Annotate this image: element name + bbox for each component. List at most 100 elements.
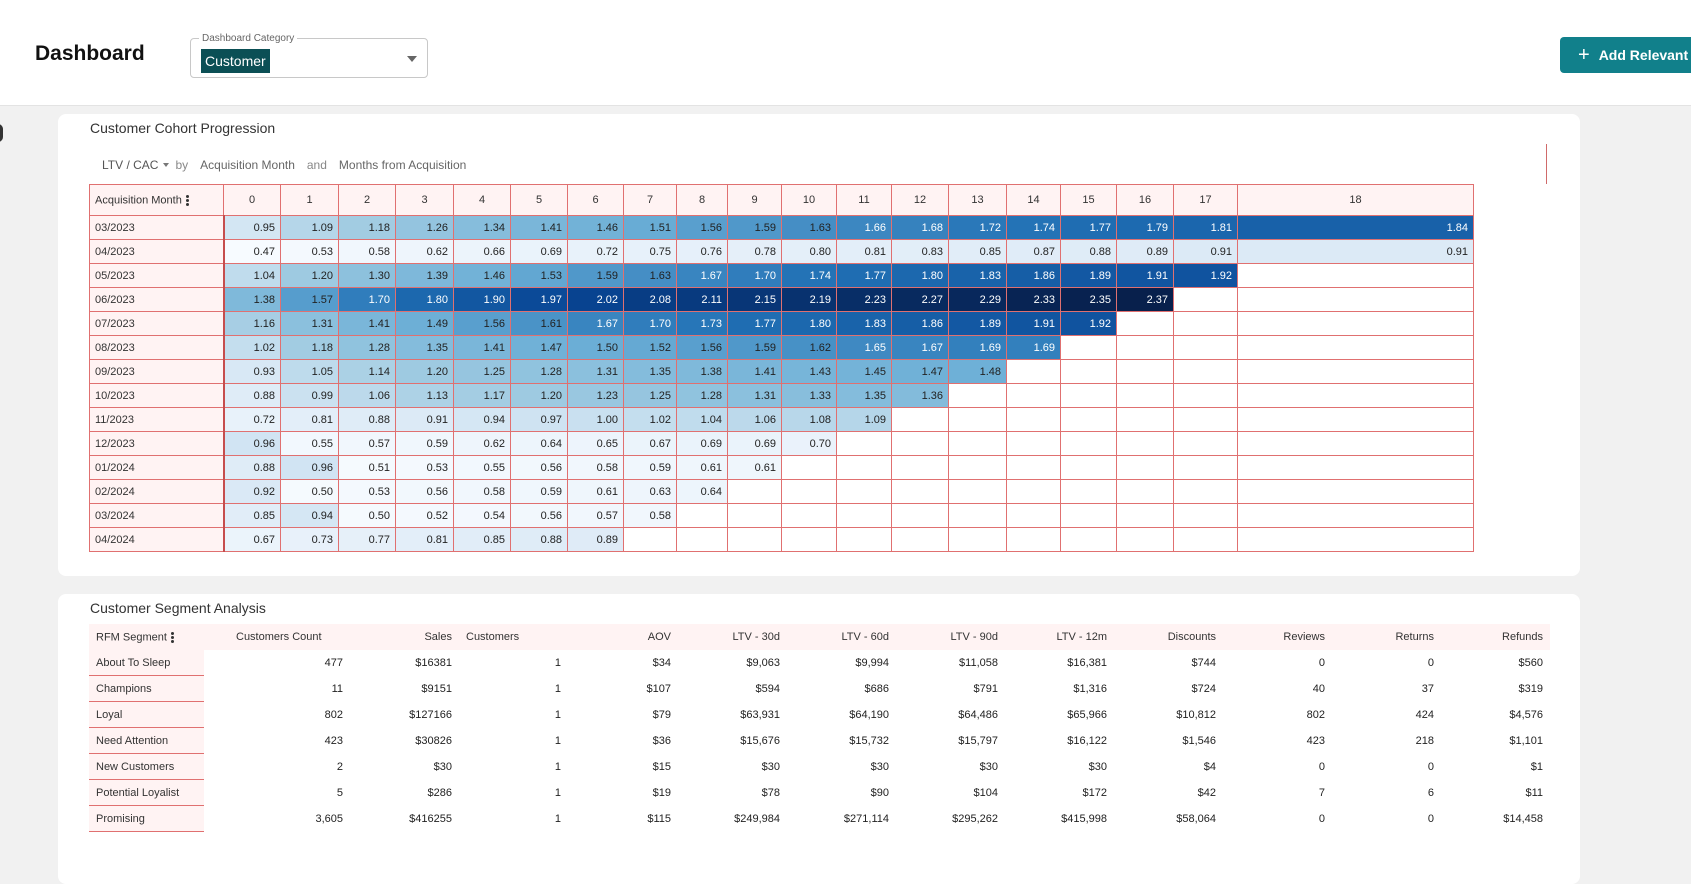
cohort-cell	[676, 503, 728, 528]
segment-table: RFM Segment Customers Count Sales Customers…	[89, 624, 1550, 832]
cohort-cell: 0.67	[623, 431, 677, 456]
cohort-table-viewport[interactable]: Acquisition Month 0 1 2 3 4 5 6 7 8 9 10 11 12 13 14 15 1…	[89, 184, 1548, 562]
segment-cell: $65,966	[1067, 708, 1107, 721]
dimension-acquisition-month[interactable]: Acquisition Month	[200, 158, 295, 172]
column-header-month-3: 3	[395, 184, 454, 216]
segment-cell: $104	[973, 786, 998, 799]
table-row: 03/2024 0.85 0.94 0.50 0.52 0.54 0.56 0.57 0.58	[89, 503, 1474, 528]
cohort-cell: 1.67	[676, 263, 728, 288]
drag-handle-icon[interactable]	[0, 124, 3, 142]
cohort-cell: 0.96	[223, 431, 281, 456]
cohort-cell: 0.73	[280, 527, 339, 552]
cohort-cell: 1.50	[567, 335, 624, 360]
cohort-cell: 0.81	[836, 239, 892, 264]
cohort-cell: 0.56	[510, 503, 568, 528]
cohort-cell: 0.88	[510, 527, 568, 552]
segment-cell: $14,458	[1503, 812, 1543, 825]
cohort-cell: 2.08	[623, 287, 677, 312]
add-relevant-button[interactable]: + Add Relevant	[1560, 37, 1691, 73]
table-row: 04/2024 0.67 0.73 0.77 0.81 0.85 0.88 0.89	[89, 527, 1474, 552]
cohort-cell: 1.77	[727, 311, 782, 336]
segment-cell: $36	[652, 734, 671, 747]
segment-cell: 1	[554, 734, 561, 747]
column-header-month-11: 11	[836, 184, 892, 216]
segment-cell: $16,122	[1067, 734, 1107, 747]
cohort-cell: 0.94	[453, 407, 511, 432]
cohort-cell: 1.35	[836, 383, 892, 408]
table-row: 03/2023 0.95 1.09 1.18 1.26 1.34 1.41 1.46 1.51 1…	[89, 215, 1474, 240]
cohort-cell: 1.83	[836, 311, 892, 336]
cohort-cell: 1.72	[948, 215, 1007, 240]
cohort-cell	[781, 527, 837, 552]
segment-cell: $30826	[415, 734, 452, 747]
segment-cell: 5	[336, 786, 343, 799]
row-header: 10/2023	[89, 383, 225, 408]
cohort-cell	[1060, 503, 1117, 528]
segment-cell: $115	[647, 812, 671, 825]
cohort-cell: 0.97	[510, 407, 568, 432]
cohort-cell: 1.52	[623, 335, 677, 360]
column-header-acquisition-month[interactable]: Acquisition Month	[89, 184, 224, 216]
cohort-cell: 0.61	[567, 479, 624, 504]
chevron-down-icon[interactable]	[407, 56, 417, 62]
cohort-cell	[891, 407, 949, 432]
segment-cell: 1	[554, 812, 561, 825]
row-header: 03/2023	[89, 215, 225, 240]
cohort-cell	[781, 455, 837, 480]
segment-cell: 1	[554, 708, 561, 721]
cohort-cell: 1.23	[567, 383, 624, 408]
cohort-cell: 1.74	[1006, 215, 1061, 240]
cohort-cell: 0.67	[223, 527, 281, 552]
cohort-cell	[1237, 407, 1474, 432]
cohort-cell	[948, 479, 1007, 504]
cohort-cell: 1.33	[781, 383, 837, 408]
cohort-cell	[1173, 335, 1238, 360]
segment-cell: $295,262	[952, 812, 998, 825]
cohort-cell: 1.20	[280, 263, 339, 288]
column-header-rfm-segment[interactable]: RFM Segment	[89, 624, 204, 650]
column-header-ltv-90d: LTV - 90d	[896, 624, 1005, 650]
segment-cell: $34	[652, 656, 671, 669]
column-header-month-4: 4	[453, 184, 511, 216]
cohort-cell: 1.90	[453, 287, 511, 312]
cohort-cell: 2.19	[781, 287, 837, 312]
cohort-cell: 1.02	[623, 407, 677, 432]
column-header-ltv-60d: LTV - 60d	[787, 624, 896, 650]
row-header: 11/2023	[89, 407, 225, 432]
cohort-cell: 1.31	[280, 311, 339, 336]
cohort-cell	[1237, 503, 1474, 528]
cohort-cell: 0.62	[453, 431, 511, 456]
cohort-toolbar: LTV / CAC by Acquisition Month and Months fr…	[102, 158, 466, 172]
cohort-cell: 1.97	[510, 287, 568, 312]
cohort-cell: 0.47	[223, 239, 281, 264]
segment-cell: $416255	[409, 812, 452, 825]
cohort-cell	[1173, 455, 1238, 480]
cohort-cell	[676, 527, 728, 552]
cohort-cell	[1006, 527, 1061, 552]
dashboard-category-select[interactable]: Dashboard Category Customer	[190, 33, 428, 78]
cohort-cell: 1.28	[510, 359, 568, 384]
cohort-cell: 1.31	[727, 383, 782, 408]
table-row: 01/2024 0.88 0.96 0.51 0.53 0.55 0.56 0.58 0.59 0…	[89, 455, 1474, 480]
column-menu-icon[interactable]	[170, 631, 174, 644]
cohort-cell	[1116, 503, 1174, 528]
cohort-cell	[1006, 383, 1061, 408]
segment-cell: $594	[755, 682, 780, 695]
cohort-cell: 2.27	[891, 287, 949, 312]
segment-cell: $107	[646, 682, 671, 695]
metric-label: LTV / CAC	[102, 158, 159, 172]
cohort-cell: 0.88	[223, 383, 281, 408]
cohort-cell: 0.56	[395, 479, 454, 504]
dimension-months-from-acquisition[interactable]: Months from Acquisition	[338, 158, 467, 172]
column-menu-icon[interactable]	[185, 194, 189, 207]
cohort-cell: 1.25	[453, 359, 511, 384]
segment-cell: $9151	[421, 682, 452, 695]
segment-cell: $79	[652, 708, 671, 721]
cohort-cell: 0.99	[280, 383, 339, 408]
segment-cell: 802	[324, 708, 343, 721]
cohort-cell: 1.67	[567, 311, 624, 336]
segment-cell: $19	[652, 786, 671, 799]
cohort-cell: 0.94	[280, 503, 339, 528]
column-header-refunds: Refunds	[1441, 624, 1550, 650]
metric-dropdown[interactable]: LTV / CAC	[102, 158, 175, 172]
